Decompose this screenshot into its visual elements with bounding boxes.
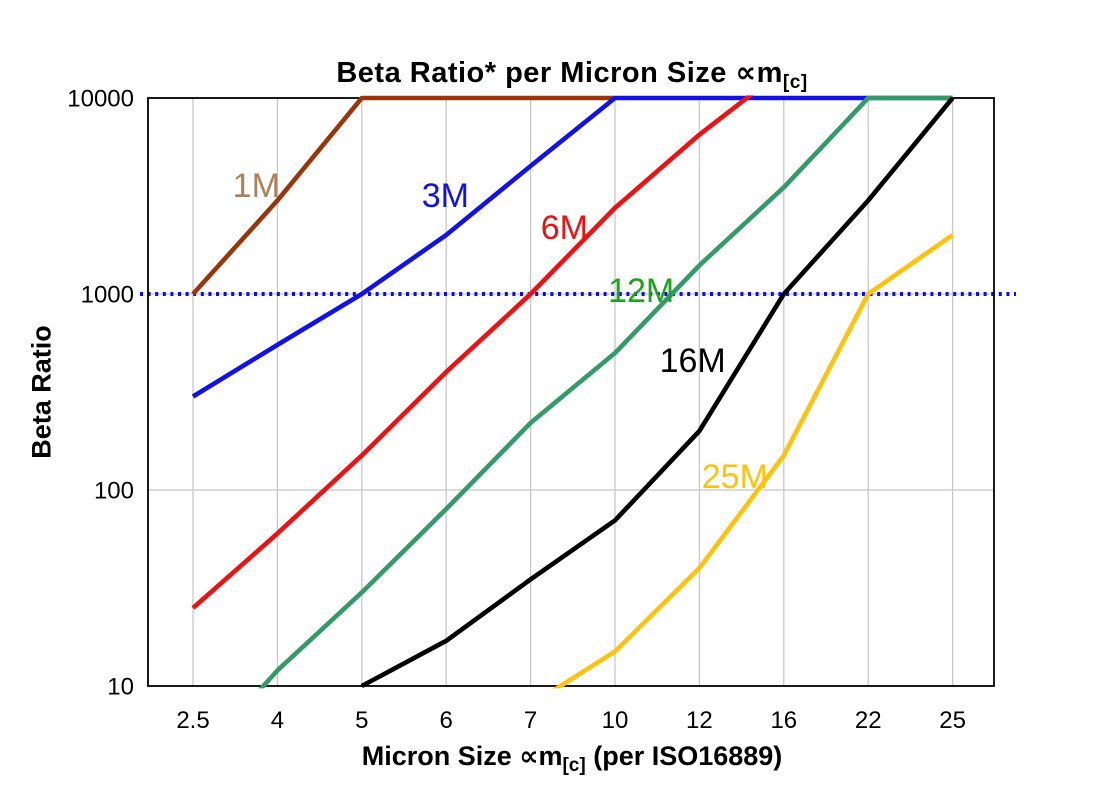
series-lines xyxy=(191,95,955,689)
x-tick-label: 6 xyxy=(440,707,453,734)
series-line-25M xyxy=(552,233,954,689)
y-tick-label: 10000 xyxy=(67,86,134,113)
series-label-3M: 3M xyxy=(422,177,469,215)
x-tick-label: 12 xyxy=(686,707,713,734)
series-label-1M: 1M xyxy=(233,167,280,205)
y-tick-labels: 10000 1000 100 10 xyxy=(67,86,134,701)
gridlines xyxy=(148,98,994,686)
x-axis-label-subscript: [c] xyxy=(562,755,586,776)
x-tick-label: 22 xyxy=(855,707,882,734)
series-labels: 1M 3M 6M 12M 16M 25M xyxy=(233,167,768,496)
x-axis-label: Micron Size ∝m[c] (per ISO16889) xyxy=(361,741,783,776)
chart-title-text: Beta Ratio* per Micron Size xyxy=(336,57,736,89)
series-label-16M: 16M xyxy=(660,342,726,380)
x-tick-labels: 2.5 4 5 6 7 10 12 16 22 25 xyxy=(176,707,966,734)
series-label-6M: 6M xyxy=(541,209,588,247)
y-axis-label: Beta Ratio xyxy=(26,325,57,459)
series-line-16M xyxy=(360,96,955,689)
series-line-12M xyxy=(258,95,953,689)
x-tick-label: 7 xyxy=(524,707,537,734)
y-tick-label: 10 xyxy=(107,674,134,701)
x-tick-label: 5 xyxy=(355,707,368,734)
y-tick-label: 1000 xyxy=(81,282,134,309)
chart-title-prop-symbol: ∝m xyxy=(735,57,783,89)
series-line-1M xyxy=(191,95,615,296)
chart-title: Beta Ratio* per Micron Size ∝m[c] xyxy=(336,55,807,93)
series-line-6M xyxy=(191,95,754,610)
series-label-12M: 12M xyxy=(608,272,674,310)
x-axis-label-suffix: (per ISO16889) xyxy=(585,741,783,771)
y-tick-label: 100 xyxy=(94,478,134,505)
x-tick-label: 25 xyxy=(939,707,966,734)
series-line-3M xyxy=(191,95,953,399)
x-tick-label: 16 xyxy=(770,707,797,734)
x-tick-label: 2.5 xyxy=(176,707,209,734)
x-tick-label: 4 xyxy=(271,707,284,734)
x-tick-label: 10 xyxy=(602,707,629,734)
series-label-25M: 25M xyxy=(702,458,768,496)
chart-title-subscript: [c] xyxy=(782,72,808,93)
x-axis-label-text: Micron Size xyxy=(361,741,520,771)
x-axis-label-prop-symbol: ∝m xyxy=(519,741,563,771)
